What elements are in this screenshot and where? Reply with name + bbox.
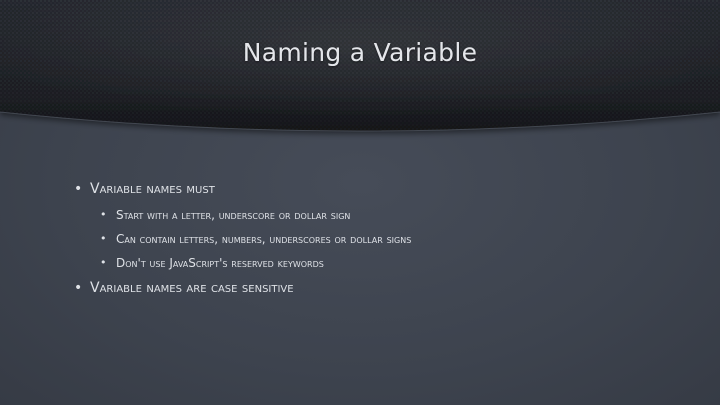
bullet-dot-icon: • — [74, 280, 83, 296]
title-banner — [0, 0, 720, 132]
bullet-item: • Variable names must — [70, 180, 670, 198]
sub-bullet-item: • Don't use JavaScript's reserved keywor… — [96, 255, 670, 271]
bullet-text: Variable names are case sensitive — [90, 280, 294, 296]
bullet-text: Variable names must — [90, 181, 215, 197]
sub-bullet-item: • Can contain letters, numbers, undersco… — [96, 231, 670, 247]
bullet-list: • Variable names must • Start with a let… — [70, 180, 670, 306]
sub-bullet-text: Don't use JavaScript's reserved keywords — [116, 256, 324, 270]
bullet-dot-icon: • — [100, 232, 107, 245]
sub-bullet-text: Start with a letter, underscore or dolla… — [116, 208, 351, 222]
bullet-item: • Variable names are case sensitive — [70, 279, 670, 297]
sub-bullet-item: • Start with a letter, underscore or dol… — [96, 207, 670, 223]
sub-bullet-text: Can contain letters, numbers, underscore… — [116, 232, 412, 246]
bullet-dot-icon: • — [100, 208, 107, 221]
slide-title: Naming a Variable — [242, 38, 478, 67]
bullet-dot-icon: • — [100, 256, 107, 269]
bullet-dot-icon: • — [74, 181, 83, 197]
